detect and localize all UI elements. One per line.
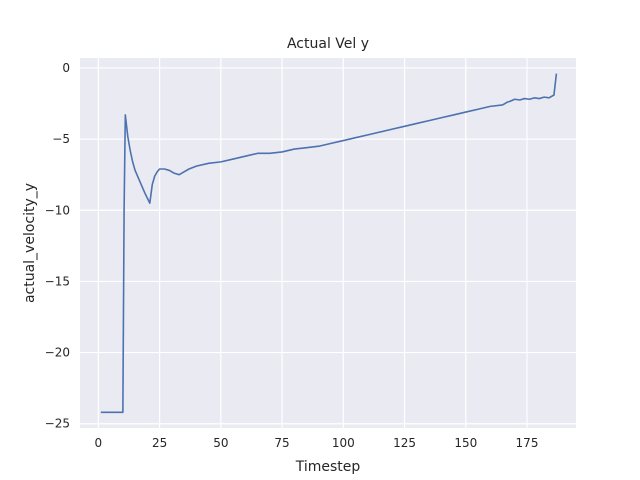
grid bbox=[80, 58, 576, 428]
y-axis: 0 −5 −10 −15 −20 −25 bbox=[45, 61, 70, 431]
x-tick-label: 25 bbox=[152, 436, 167, 450]
plot-area bbox=[80, 58, 576, 428]
y-tick-label: −15 bbox=[45, 274, 70, 288]
x-tick-label: 50 bbox=[213, 436, 228, 450]
y-tick-label: −20 bbox=[45, 346, 70, 360]
series-group bbox=[100, 73, 558, 414]
y-tick-label: −25 bbox=[45, 417, 70, 431]
y-tick-label: 0 bbox=[62, 61, 70, 75]
x-tick-label: 75 bbox=[274, 436, 289, 450]
series-line bbox=[100, 73, 558, 414]
x-axis-label: Timestep bbox=[295, 459, 361, 475]
y-tick-label: −5 bbox=[52, 132, 70, 146]
x-tick-label: 100 bbox=[332, 436, 355, 450]
chart-title: Actual Vel y bbox=[287, 36, 369, 52]
x-tick-label: 125 bbox=[393, 436, 416, 450]
x-tick-label: 175 bbox=[516, 436, 539, 450]
x-tick-label: 0 bbox=[95, 436, 103, 450]
y-axis-label: actual_velocity_y bbox=[22, 183, 38, 303]
y-tick-label: −10 bbox=[45, 203, 70, 217]
x-tick-label: 150 bbox=[454, 436, 477, 450]
x-axis: 0 25 50 75 100 125 150 175 bbox=[95, 436, 539, 450]
